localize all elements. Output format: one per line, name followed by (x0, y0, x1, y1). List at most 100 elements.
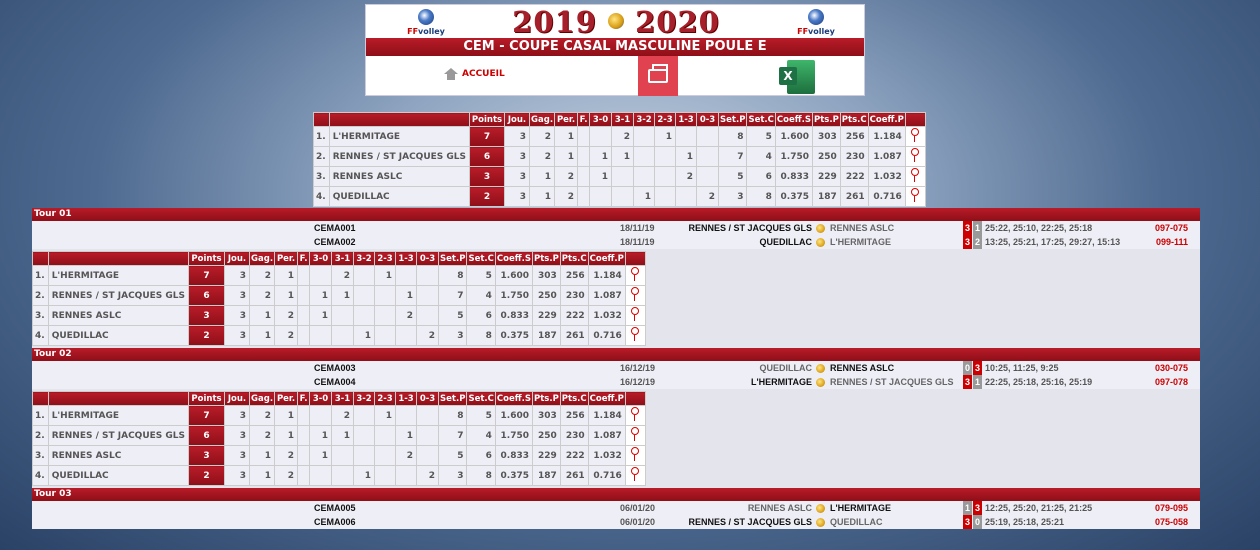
print-button[interactable] (638, 56, 678, 96)
col-header: Gag. (249, 391, 276, 406)
col-header: Pts.C (559, 251, 589, 266)
team-details-button[interactable] (904, 166, 926, 187)
stat-cell: 2 (529, 126, 556, 147)
col-header: 0-3 (416, 391, 440, 406)
team-details-button[interactable] (904, 146, 926, 167)
col-header: 0-3 (416, 251, 440, 266)
stat-cell: 1 (331, 285, 355, 306)
team-details-button[interactable] (624, 305, 646, 326)
stat-cell: 2 (249, 285, 276, 306)
stat-cell: 1.600 (774, 126, 813, 147)
match-points: 099-111 (1155, 237, 1188, 247)
col-header: Points (188, 391, 226, 406)
col-header: 3-2 (353, 251, 376, 266)
standings-row: 1. L'HERMITAGE 7 3 2 1 2 1 8 5 1.600 303 256 1.184 (313, 126, 926, 147)
ffvolley-logo-left: FFvolley (406, 9, 446, 36)
col-header (328, 112, 471, 127)
match-points: 097-078 (1154, 377, 1188, 387)
match-row[interactable]: CEMA003 16/12/19 QUEDILLAC RENNES ASLC 0… (32, 361, 1200, 375)
stat-cell: 8 (746, 186, 776, 207)
stat-cell: 8 (438, 405, 468, 426)
away-team: L'HERMITAGE (830, 237, 891, 247)
team-details-button[interactable] (904, 186, 926, 207)
team-details-button[interactable] (624, 405, 646, 426)
volleyball-icon (816, 364, 825, 373)
team-details-button[interactable] (624, 285, 646, 306)
stat-cell: 1 (274, 265, 299, 286)
stat-cell (675, 126, 698, 147)
stat-cell: 3 (438, 465, 468, 486)
stat-cell: 1 (353, 465, 376, 486)
stat-cell (654, 166, 677, 187)
team-details-button[interactable] (624, 445, 646, 466)
stat-cell: 3 (438, 325, 468, 346)
stat-cell: 2 (554, 186, 579, 207)
match-row[interactable]: CEMA004 16/12/19 L'HERMITAGE RENNES / ST… (32, 375, 1200, 389)
stat-cell: 1 (274, 425, 299, 446)
stat-cell (577, 126, 591, 147)
volleyball-icon (608, 13, 624, 29)
stat-cell: 1 (554, 146, 579, 167)
stat-cell: 1 (249, 305, 276, 326)
logo-ff: FF (407, 27, 419, 36)
col-header: Coeff.P (587, 391, 626, 406)
col-header: Pts.P (811, 112, 841, 127)
stat-cell (331, 305, 355, 326)
stat-cell: 230 (839, 146, 869, 167)
header-banner: FFvolley 2019 2020 FFvolley CEM - COUPE … (365, 4, 865, 96)
stat-cell (577, 166, 591, 187)
standings-header: Points Jou. Gag. Per. F. 3-0 3-1 3-2 2-3 1-3 0-3 Se… (313, 112, 926, 127)
col-header: Jou. (224, 251, 251, 266)
col-header: Coeff.S (494, 251, 533, 266)
season-end: 2020 (635, 5, 720, 39)
team-details-button[interactable] (624, 265, 646, 286)
stat-cell: 0.716 (587, 325, 626, 346)
stat-cell: 1 (374, 265, 397, 286)
col-header: Pts.P (531, 251, 561, 266)
stat-cell: 6 (466, 305, 496, 326)
team-details-button[interactable] (624, 425, 646, 446)
stat-cell: 3 (504, 146, 531, 167)
stat-cell: 5 (466, 405, 496, 426)
excel-export-button[interactable]: X (779, 60, 815, 94)
stat-cell: 230 (559, 285, 589, 306)
match-row[interactable]: CEMA005 06/01/20 RENNES ASLC L'HERMITAGE… (32, 501, 1200, 515)
stat-cell: 2 (611, 126, 635, 147)
stat-cell: 3 (224, 405, 251, 426)
stat-cell: 4 (466, 285, 496, 306)
stat-cell: 1 (249, 325, 276, 346)
stat-cell: 0.716 (867, 186, 906, 207)
team-name: L'HERMITAGE (328, 126, 471, 147)
stat-cell: 222 (559, 305, 589, 326)
stat-cell: 3 (718, 186, 748, 207)
match-row[interactable]: CEMA002 18/11/19 QUEDILLAC L'HERMITAGE 3… (32, 235, 1200, 249)
home-link[interactable]: ACCUEIL (444, 68, 505, 80)
col-header: 2-3 (654, 112, 677, 127)
stat-cell: 3 (224, 305, 251, 326)
rank: 4. (32, 465, 49, 486)
stat-cell (331, 465, 355, 486)
rank: 3. (32, 445, 49, 466)
stat-cell: 261 (559, 325, 589, 346)
stat-cell: 1 (274, 405, 299, 426)
team-details-button[interactable] (624, 325, 646, 346)
match-row[interactable]: CEMA006 06/01/20 RENNES / ST JACQUES GLS… (32, 515, 1200, 529)
team-name: RENNES ASLC (47, 305, 190, 326)
stat-cell (395, 405, 418, 426)
match-row[interactable]: CEMA001 18/11/19 RENNES / ST JACQUES GLS… (32, 221, 1200, 235)
col-header: F. (297, 391, 311, 406)
col-header: Gag. (249, 251, 276, 266)
away-sets: 1 (973, 221, 982, 235)
stat-cell: 4 (466, 425, 496, 446)
standings-table-main: Points Jou. Gag. Per. F. 3-0 3-1 3-2 2-3 1-3 0-3 Se… (313, 112, 926, 207)
team-details-button[interactable] (624, 465, 646, 486)
col-header: 3-1 (331, 251, 355, 266)
standings-row: 1. L'HERMITAGE 7 3 2 1 2 1 8 5 1.600 303 256 1.184 (32, 265, 646, 286)
team-name: RENNES ASLC (328, 166, 471, 187)
stat-cell: 1 (633, 186, 656, 207)
col-header: 3-1 (611, 112, 635, 127)
stat-cell (611, 166, 635, 187)
stat-cell (696, 126, 720, 147)
team-details-button[interactable] (904, 126, 926, 147)
pin-icon (911, 128, 920, 142)
